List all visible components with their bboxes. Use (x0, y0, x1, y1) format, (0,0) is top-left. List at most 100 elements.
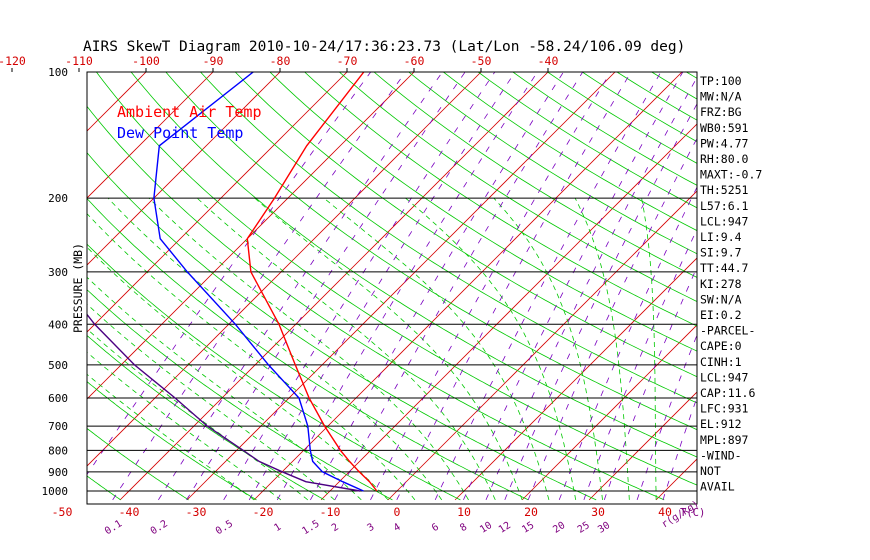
dry-adiabat-line (87, 334, 325, 501)
moist-adiabat-line (196, 197, 496, 501)
moist-adiabat-line (323, 197, 550, 500)
dry-adiabat-line (304, 72, 697, 327)
isotherm-line (119, 72, 549, 501)
y-axis-label: PRESSURE (MB) (71, 243, 85, 333)
pressure-tick-label: 700 (48, 420, 68, 433)
mixing-ratio-line (434, 72, 662, 501)
mixing-ratio-label: 25 (576, 520, 592, 536)
pressure-tick-label: 400 (48, 318, 68, 331)
mixing-ratio-line (87, 72, 372, 476)
index-text: TT:44.7 (700, 261, 749, 275)
isotherm-line (87, 72, 348, 333)
dry-adiabat-line (87, 427, 189, 501)
mixing-ratio-label: 0.2 (149, 518, 170, 537)
series-line (87, 313, 361, 492)
mixing-ratio-label: 10 (478, 520, 494, 536)
mixing-ratio-label: 0.1 (103, 518, 124, 537)
index-text: EI:0.2 (700, 308, 742, 322)
isotherm-line (454, 257, 697, 501)
bottom-tick-label: -40 (119, 505, 140, 519)
series-line (246, 72, 378, 492)
index-text: NOT (700, 464, 721, 478)
mixing-ratio-line (370, 72, 612, 501)
index-text: L57:6.1 (700, 199, 749, 213)
moist-adiabat-line (405, 197, 577, 500)
series-line (153, 72, 364, 492)
top-tick-label: -110 (65, 54, 93, 68)
index-text: MAXT:-0.7 (700, 168, 762, 182)
top-tick-label: -70 (337, 54, 358, 68)
dry-adiabat-line (87, 197, 529, 501)
index-text: -WIND- (700, 448, 742, 462)
mixing-ratio-line (485, 76, 697, 501)
index-text: LFC:931 (700, 402, 749, 416)
mixing-ratio-line (310, 72, 564, 501)
top-tick-label: -80 (270, 54, 291, 68)
legend: Ambient Air Temp Dew Point Temp (117, 103, 262, 142)
moist-adiabat-line (254, 197, 523, 501)
isotherm-line (0, 63, 21, 500)
top-tick-label: -60 (404, 54, 425, 68)
mixing-ratio-line (504, 103, 697, 501)
mixing-ratio-line (527, 137, 697, 501)
pressure-tick-label: 100 (48, 66, 68, 79)
pressure-tick-label: 200 (48, 192, 68, 205)
dry-adiabat-line (95, 72, 697, 486)
top-tick-label: -40 (538, 54, 559, 68)
legend-entry: Dew Point Temp (117, 124, 243, 142)
dry-adiabat-line (650, 72, 697, 100)
mixing-ratio-label: 6 (430, 522, 441, 535)
mixing-ratio-line (603, 266, 697, 501)
dry-adiabat-line (87, 243, 461, 501)
top-tick-label: -90 (203, 54, 224, 68)
temp-unit-label: T(C) (680, 507, 705, 519)
mixing-ratio-line (186, 72, 466, 501)
moist-adiabat-line (148, 197, 469, 501)
bottom-tick-label: 40 (658, 505, 672, 519)
index-text: TH:5251 (700, 183, 749, 197)
moist-adiabat-line (493, 197, 603, 500)
isotherm-line (387, 190, 697, 501)
mixing-ratio-line (463, 72, 684, 501)
mixing-ratio-label: 4 (392, 522, 403, 535)
bottom-tick-label: 0 (394, 505, 401, 519)
isotherm-line (790, 63, 870, 500)
index-text: LCL:947 (700, 370, 749, 384)
mixing-ratio-label: 2 (330, 522, 341, 535)
dry-adiabat-line (87, 475, 121, 501)
dry-adiabat-line (87, 152, 597, 501)
dry-adiabat-line (269, 72, 697, 352)
mixing-ratio-line (276, 72, 538, 501)
bottom-temperature-ticks: -50 -40 -30 -20 -10 0 10 20 30 40 (52, 505, 672, 519)
mixing-ratio-line (396, 72, 632, 501)
moist-adiabat-line (87, 276, 362, 501)
moist-adiabat-line (87, 246, 389, 501)
isotherm-line (87, 72, 281, 266)
isotherm-line (320, 123, 697, 501)
mixing-ratio-label: 1.5 (300, 518, 321, 537)
mixing-ratio-line (662, 396, 697, 501)
pressure-tick-label: 1000 (42, 485, 69, 498)
legend-entry: Ambient Air Temp (117, 103, 262, 121)
top-temperature-ticks: -120 -110 -100 -90 -80 -70 -60 -50 -40 (0, 54, 558, 72)
bottom-tick-label: -50 (52, 505, 73, 519)
index-text: -PARCEL- (700, 324, 755, 338)
dry-adiabat-line (165, 72, 697, 431)
index-text: AVAIL (700, 480, 735, 494)
plot-frame (86, 71, 698, 505)
index-text: MPL:897 (700, 433, 749, 447)
moist-adiabat-line (107, 197, 443, 501)
bottom-tick-label: 10 (457, 505, 471, 519)
isotherm-line (521, 324, 697, 501)
top-tick-label: -120 (0, 54, 26, 68)
mixing-ratio-label: 3 (366, 522, 377, 535)
index-text: LI:9.4 (700, 230, 742, 244)
index-text: EL:912 (700, 417, 742, 431)
dry-adiabat-line (130, 72, 697, 458)
moist-adiabat-line (574, 197, 630, 500)
dry-adiabat-line (442, 72, 697, 232)
index-text: WB0:591 (700, 121, 749, 135)
mixing-ratio-line (158, 72, 443, 501)
bottom-tick-label: -30 (186, 505, 207, 519)
